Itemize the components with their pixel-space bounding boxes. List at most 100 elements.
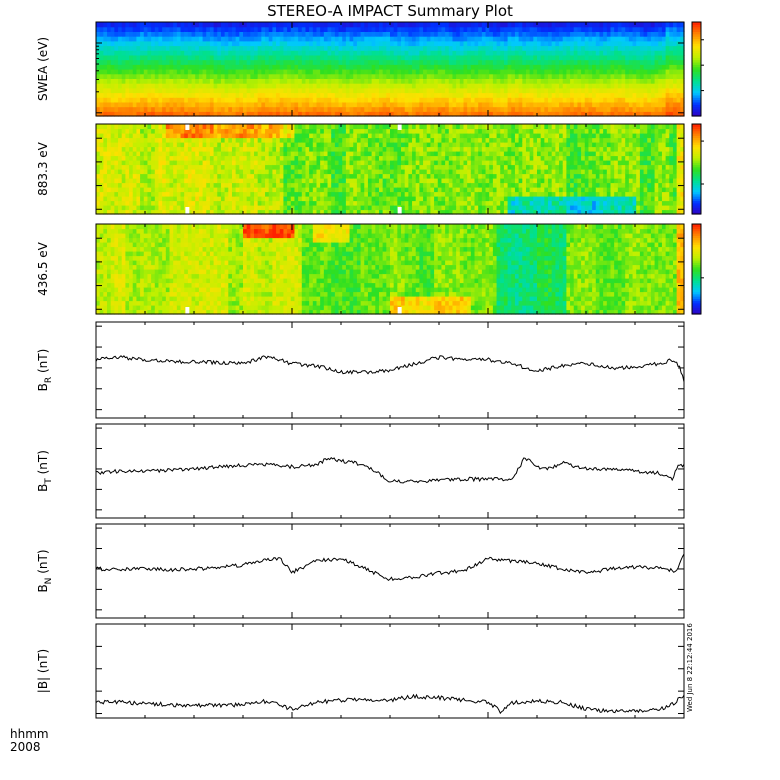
heatmap-cell [202, 187, 207, 193]
heatmap-cell [217, 137, 222, 143]
heatmap-cell [191, 155, 196, 161]
heatmap-cell [184, 182, 189, 188]
heatmap-cell [305, 124, 310, 130]
heatmap-cell [603, 87, 608, 94]
heatmap-cell [279, 106, 285, 112]
heatmap-cell [309, 69, 314, 75]
heatmap-cell [566, 92, 571, 98]
heatmap-cell [261, 133, 266, 139]
heatmap-cell [283, 182, 288, 188]
heatmap-cell [305, 169, 310, 175]
heatmap-cell [176, 83, 182, 89]
heatmap-cell [140, 137, 145, 143]
heatmap-cell [345, 73, 351, 79]
heatmap-cell [143, 40, 149, 47]
heatmap-cell [118, 54, 123, 61]
heatmap-cell [125, 133, 130, 139]
heatmap-cell [592, 64, 597, 70]
heatmap-cell [452, 26, 457, 32]
heatmap-cell [672, 59, 678, 65]
heatmap-cell [231, 146, 237, 152]
heatmap-cell [294, 200, 299, 206]
heatmap-cell [184, 133, 189, 139]
heatmap-cell [331, 160, 336, 166]
heatmap-cell [375, 187, 380, 193]
heatmap-cell [283, 101, 288, 108]
heatmap-cell [276, 59, 281, 65]
heatmap-cell [220, 191, 226, 197]
heatmap-cell [169, 155, 174, 161]
heatmap-cell [312, 182, 318, 188]
y-axis-label-main: SWEA (eV) [36, 37, 50, 101]
heatmap-cell [140, 45, 145, 51]
heatmap-cell [470, 45, 476, 51]
heatmap-cell [187, 54, 193, 61]
heatmap-cell [356, 78, 362, 84]
heatmap-cell [298, 22, 303, 28]
heatmap-cell [514, 92, 520, 98]
heatmap-cell [378, 69, 384, 75]
heatmap-cell [390, 155, 395, 161]
heatmap-cell [334, 196, 340, 202]
heatmap-cell [522, 54, 527, 61]
colorbar-step [692, 83, 701, 87]
heatmap-cell [393, 59, 398, 65]
heatmap-cell [320, 160, 325, 166]
heatmap-cell [584, 73, 590, 79]
heatmap-cell [290, 209, 296, 215]
heatmap-cell [202, 59, 207, 65]
heatmap-cell [239, 64, 244, 70]
heatmap-cell [364, 187, 369, 193]
heatmap-cell [294, 133, 299, 139]
heatmap-cell [378, 205, 384, 211]
heatmap-cell [654, 78, 659, 84]
heatmap-cell [96, 97, 101, 103]
heatmap-cell [217, 87, 222, 94]
heatmap-cell [423, 92, 428, 98]
heatmap-cell [272, 73, 277, 79]
heatmap-cell [224, 178, 229, 184]
heatmap-cell [584, 92, 590, 98]
heatmap-cell [393, 155, 398, 161]
heatmap-cell [334, 40, 340, 47]
heatmap-cell [110, 40, 115, 47]
heatmap-cell [125, 87, 130, 94]
heatmap-cell [356, 164, 362, 170]
heatmap-cell [588, 69, 593, 75]
heatmap-cell [250, 83, 255, 89]
heatmap-cell [625, 92, 630, 98]
heatmap-cell [331, 187, 336, 193]
heatmap-cell [202, 178, 207, 184]
heatmap-cell [525, 26, 531, 32]
heatmap-cell [581, 78, 586, 84]
heatmap-cell [323, 101, 329, 108]
heatmap-cell [158, 83, 163, 89]
heatmap-cell [537, 45, 542, 51]
heatmap-cell [628, 69, 634, 75]
heatmap-cell [202, 73, 207, 79]
heatmap-cell [367, 191, 373, 197]
heatmap-cell [364, 92, 369, 98]
heatmap-cell [334, 151, 340, 157]
heatmap-cell [507, 22, 512, 28]
heatmap-cell [287, 101, 292, 108]
heatmap-cell [478, 45, 483, 51]
heatmap-cell [606, 26, 612, 32]
heatmap-cell [279, 169, 285, 175]
heatmap-cell [500, 31, 505, 37]
heatmap-cell [147, 151, 152, 157]
heatmap-cell [386, 182, 391, 188]
heatmap-cell [327, 87, 332, 94]
heatmap-cell [404, 155, 409, 161]
heatmap-cell [125, 164, 130, 170]
heatmap-cell [316, 22, 321, 28]
heatmap-cell [279, 178, 285, 184]
heatmap-cell [672, 31, 678, 37]
heatmap-cell [165, 106, 171, 112]
heatmap-cell [632, 92, 637, 98]
heatmap-cell [158, 97, 163, 103]
heatmap-cell [165, 169, 171, 175]
heatmap-cell [401, 178, 406, 184]
heatmap-cell [603, 73, 608, 79]
heatmap-cell [342, 191, 347, 197]
